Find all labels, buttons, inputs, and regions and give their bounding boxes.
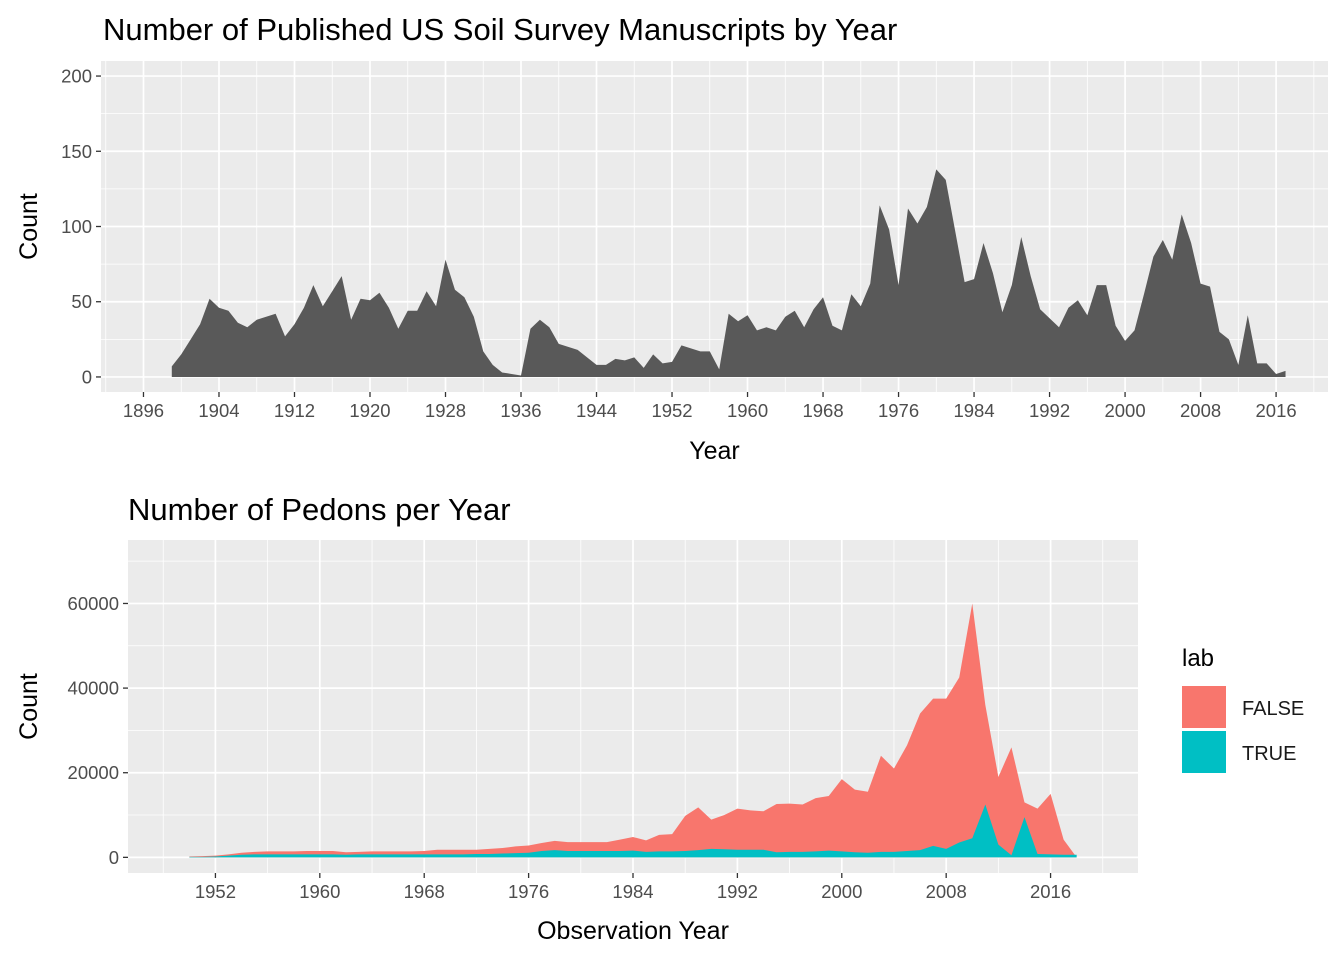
x-tick-label: 1968	[802, 400, 843, 421]
x-axis: 1896 1904 1912 1920 1928 1936 1944 1952 1960 1968…	[123, 392, 1297, 421]
legend-label-false: FALSE	[1242, 698, 1304, 720]
y-tick-label: 150	[61, 141, 92, 162]
y-tick-label: 100	[61, 216, 92, 237]
x-tick-label: 1992	[1029, 400, 1070, 421]
x-tick-label: 1960	[727, 400, 768, 421]
x-tick-label: 1920	[349, 400, 390, 421]
x-tick-label: 1928	[425, 400, 466, 421]
area-series	[171, 169, 1286, 377]
legend-label-true: TRUE	[1242, 743, 1296, 765]
x-tick-label: 1952	[195, 881, 236, 902]
chart-title: Number of Published US Soil Survey Manus…	[103, 12, 897, 47]
x-axis-title: Observation Year	[537, 917, 729, 945]
area-series-false	[189, 603, 1077, 858]
x-tick-label: 2016	[1256, 400, 1297, 421]
y-tick-label: 40000	[68, 678, 119, 699]
x-tick-label: 2008	[1180, 400, 1221, 421]
x-tick-label: 1992	[717, 881, 758, 902]
x-tick-label: 1952	[651, 400, 692, 421]
y-tick-label: 60000	[68, 593, 119, 614]
chart-title: Number of Pedons per Year	[128, 492, 511, 527]
legend-title: lab	[1182, 645, 1214, 672]
legend-swatch-false	[1182, 686, 1226, 728]
x-tick-label: 1968	[404, 881, 445, 902]
legend: lab FALSE TRUE	[1182, 645, 1304, 773]
x-tick-label: 1960	[299, 881, 340, 902]
y-tick-label: 0	[82, 366, 92, 387]
y-axis-title: Count	[15, 673, 43, 740]
y-tick-label: 50	[71, 291, 92, 312]
x-tick-label: 1912	[274, 400, 315, 421]
y-axis: 0 20000 40000 60000	[68, 593, 128, 868]
y-tick-label: 200	[61, 66, 92, 87]
x-tick-label: 1944	[576, 400, 617, 421]
area-marks	[171, 169, 1286, 377]
y-tick-label: 0	[109, 847, 119, 868]
chart-manuscripts: Number of Published US Soil Survey Manus…	[15, 12, 1328, 465]
y-axis-title: Count	[15, 193, 43, 260]
x-tick-label: 1896	[123, 400, 164, 421]
x-tick-label: 1936	[500, 400, 541, 421]
y-axis: 0 50 100 150 200	[61, 66, 101, 387]
x-tick-label: 2008	[926, 881, 967, 902]
x-tick-label: 1984	[612, 881, 653, 902]
x-tick-label: 1984	[953, 400, 994, 421]
x-tick-label: 2016	[1030, 881, 1071, 902]
legend-swatch-true	[1182, 731, 1226, 773]
y-tick-label: 20000	[68, 762, 119, 783]
x-tick-label: 1904	[198, 400, 239, 421]
x-tick-label: 1976	[878, 400, 919, 421]
x-tick-label: 2000	[1104, 400, 1145, 421]
x-tick-label: 1976	[508, 881, 549, 902]
area-marks	[189, 603, 1077, 858]
chart-pedons: Number of Pedons per Year 0 20000 40000 600…	[15, 492, 1138, 945]
x-axis: 1952 1960 1968 1976 1984 1992 2000 2008 2016	[195, 873, 1071, 902]
x-tick-label: 2000	[821, 881, 862, 902]
area-series-true	[189, 804, 1077, 858]
x-axis-title: Year	[689, 437, 740, 465]
